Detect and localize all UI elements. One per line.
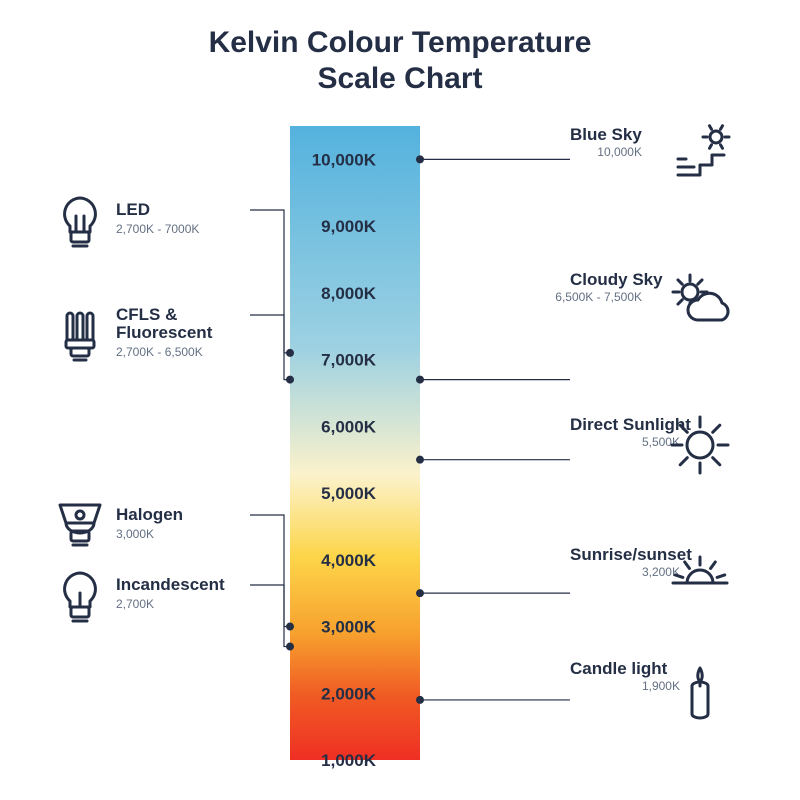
scale-tick-label: 10,000K — [312, 150, 377, 169]
left-item-title: LED — [116, 200, 150, 219]
scale-tick-label: 6,000K — [321, 417, 377, 436]
left-item-subtitle: 2,700K — [116, 597, 154, 611]
left-item-subtitle: 3,000K — [116, 527, 154, 541]
scale-tick-label: 9,000K — [321, 217, 377, 236]
leader-dot — [416, 155, 424, 163]
cfl-icon — [66, 313, 94, 360]
leader-dot — [416, 376, 424, 384]
left-item-subtitle: 2,700K - 7000K — [116, 222, 199, 236]
steps-icon — [678, 126, 729, 175]
right-item-title: Sunrise/sunset — [570, 545, 692, 564]
right-item-title: Blue Sky — [570, 125, 642, 144]
right-item-subtitle: 3,200K — [642, 565, 680, 579]
suncloud-icon — [673, 275, 728, 320]
left-item-title: Halogen — [116, 505, 183, 524]
left-item-subtitle: 2,700K - 6,500K — [116, 345, 203, 359]
scale-tick-label: 8,000K — [321, 284, 377, 303]
leader-line — [250, 315, 290, 380]
leader-dot — [416, 589, 424, 597]
scale-tick-label: 5,000K — [321, 484, 377, 503]
leader-line — [250, 585, 290, 647]
scale-tick-label: 2,000K — [321, 684, 377, 703]
leader-dot — [286, 349, 294, 357]
bulb-icon — [65, 573, 96, 621]
sun-icon — [672, 417, 728, 473]
right-item-title: Cloudy Sky — [570, 270, 663, 289]
scale-tick-label: 1,000K — [321, 751, 377, 770]
right-item-title: Candle light — [570, 659, 668, 678]
left-item-title: Incandescent — [116, 575, 225, 594]
halogen-icon — [60, 505, 100, 545]
leader-dot — [286, 643, 294, 651]
kelvin-colour-temperature-chart: Kelvin Colour TemperatureScale Chart 10,0… — [0, 0, 800, 800]
candle-icon — [692, 668, 708, 718]
right-item-subtitle: 1,900K — [642, 679, 680, 693]
right-item-title: Direct Sunlight — [570, 415, 691, 434]
right-item-subtitle: 5,500K — [642, 435, 680, 449]
chart-title-line: Kelvin Colour Temperature — [209, 26, 592, 59]
leader-dot — [416, 696, 424, 704]
chart-title-line: Scale Chart — [317, 62, 482, 95]
right-item-subtitle: 6,500K - 7,500K — [555, 290, 642, 304]
leader-dot — [286, 623, 294, 631]
right-item-subtitle: 10,000K — [597, 145, 642, 159]
scale-tick-label: 3,000K — [321, 618, 377, 637]
left-item-title: CFLS & — [116, 305, 177, 324]
left-item-title: Fluorescent — [116, 323, 213, 342]
led-icon — [65, 198, 96, 246]
scale-tick-label: 4,000K — [321, 551, 377, 570]
leader-dot — [286, 376, 294, 384]
leader-dot — [416, 456, 424, 464]
scale-tick-label: 7,000K — [321, 351, 377, 370]
